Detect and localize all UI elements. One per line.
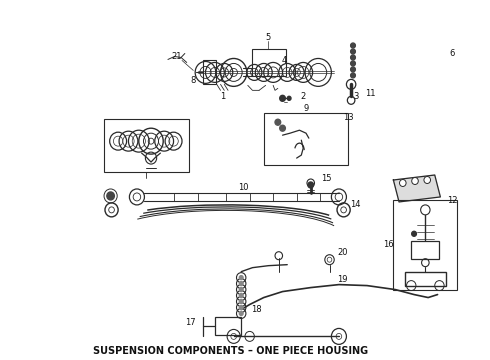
Text: 11: 11: [365, 89, 376, 98]
Text: 14: 14: [350, 201, 361, 210]
Circle shape: [280, 125, 285, 131]
Circle shape: [351, 73, 355, 78]
Circle shape: [399, 180, 406, 186]
Circle shape: [424, 176, 431, 184]
Bar: [264, 113, 348, 165]
Circle shape: [239, 288, 243, 292]
Bar: [252, 49, 286, 76]
Circle shape: [239, 300, 243, 303]
Text: SUSPENSION COMPONENTS – ONE PIECE HOUSING: SUSPENSION COMPONENTS – ONE PIECE HOUSIN…: [93, 346, 368, 356]
Text: 13: 13: [343, 113, 354, 122]
Text: 20: 20: [337, 248, 347, 257]
Circle shape: [351, 43, 355, 48]
Text: 8: 8: [191, 76, 196, 85]
Text: 5: 5: [266, 33, 271, 42]
Text: 10: 10: [238, 184, 248, 193]
Circle shape: [351, 55, 355, 60]
Circle shape: [287, 96, 291, 100]
Bar: [104, 119, 189, 172]
Text: 21: 21: [172, 52, 182, 61]
Bar: [203, 60, 216, 84]
Bar: [393, 200, 457, 289]
Text: 4: 4: [282, 56, 287, 65]
Text: 18: 18: [251, 305, 262, 314]
Bar: [405, 272, 446, 285]
Circle shape: [412, 177, 418, 184]
Text: 16: 16: [383, 240, 393, 249]
Circle shape: [275, 119, 281, 125]
Circle shape: [351, 61, 355, 66]
Polygon shape: [393, 175, 441, 202]
Circle shape: [239, 306, 243, 310]
Text: 9: 9: [303, 104, 309, 113]
Bar: [411, 241, 440, 259]
Text: 1: 1: [220, 92, 225, 101]
Circle shape: [351, 49, 355, 54]
Circle shape: [280, 95, 285, 101]
Circle shape: [308, 182, 314, 188]
Circle shape: [412, 231, 416, 236]
Circle shape: [239, 276, 243, 280]
Text: 12: 12: [447, 197, 458, 206]
Circle shape: [239, 293, 243, 298]
Text: 2: 2: [300, 92, 306, 101]
Text: 6: 6: [449, 49, 454, 58]
Text: 17: 17: [186, 318, 196, 327]
Text: 3: 3: [353, 92, 359, 101]
Text: 15: 15: [321, 174, 332, 183]
Bar: [215, 318, 241, 336]
Circle shape: [351, 67, 355, 72]
Circle shape: [239, 311, 243, 315]
Circle shape: [107, 192, 114, 200]
Text: 19: 19: [337, 275, 347, 284]
Circle shape: [239, 282, 243, 285]
